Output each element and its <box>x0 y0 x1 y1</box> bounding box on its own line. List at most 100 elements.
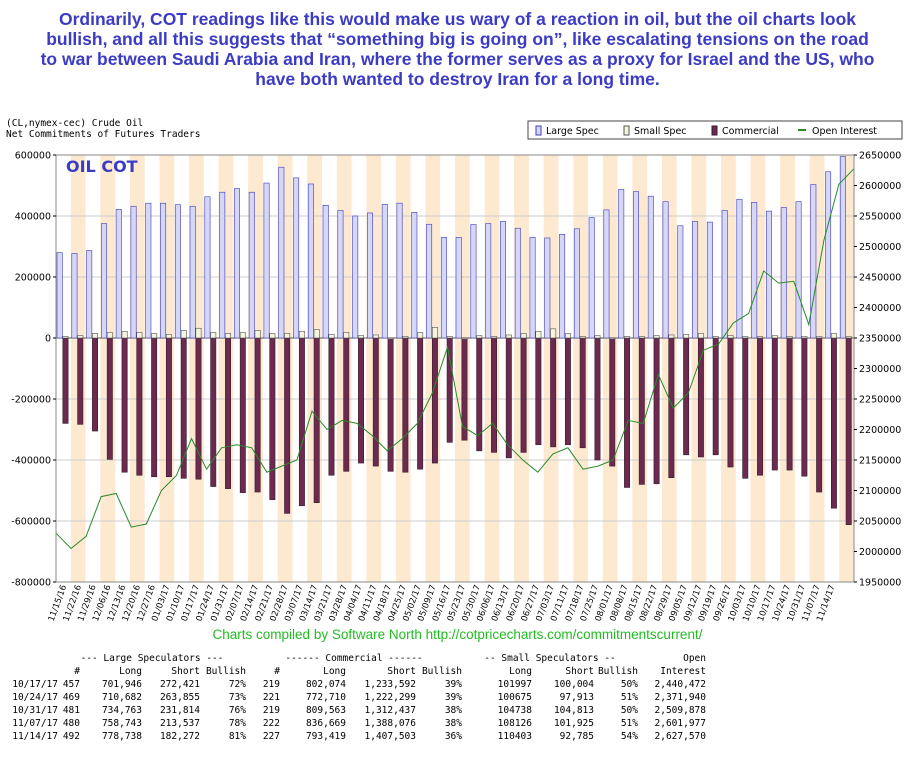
bar-small-spec <box>461 337 468 340</box>
table-group-header: Open <box>683 653 706 664</box>
right-tick-label: 2550000 <box>859 212 901 223</box>
bar-large-spec <box>426 223 433 339</box>
bar-small-spec <box>328 334 335 339</box>
bar-commercial <box>816 337 823 493</box>
bar-large-spec <box>278 166 285 339</box>
bar-commercial <box>402 337 409 473</box>
bar-small-spec <box>683 334 690 339</box>
bar-commercial <box>136 337 143 476</box>
bar-small-spec <box>225 333 231 339</box>
bar-small-spec <box>151 333 158 339</box>
bar-large-spec <box>706 221 713 339</box>
bar-small-spec <box>165 334 172 339</box>
bar-large-spec <box>71 253 78 339</box>
bar-small-spec <box>491 336 497 339</box>
bar-small-spec <box>343 332 350 339</box>
table-cell: 836,669 <box>305 718 346 729</box>
bar-commercial <box>801 337 808 477</box>
bar-small-spec <box>816 336 823 339</box>
table-cell: 457 <box>62 679 80 690</box>
legend: Large Spec Small Spec Commercial Open In… <box>527 120 903 140</box>
bar-commercial <box>535 337 542 446</box>
legend-label-large-spec: Large Spec <box>546 126 599 137</box>
bar-large-spec <box>204 196 211 339</box>
table-cell: 809,563 <box>305 705 346 716</box>
bar-commercial <box>121 337 128 473</box>
bar-large-spec <box>160 202 167 339</box>
bar-small-spec <box>624 336 630 339</box>
source-credit: Charts compiled by Software North http:/… <box>212 627 703 642</box>
bar-large-spec <box>603 209 610 339</box>
table-row: 10/31/17 481 734,763 231,814 76% 219 809,563 1,… <box>6 704 706 717</box>
bar-commercial <box>624 337 630 488</box>
table-cell: 50% <box>620 679 638 690</box>
table-column-header: Long <box>119 666 142 677</box>
table-column-header: Bullish <box>421 666 462 677</box>
right-tick-label: 1950000 <box>859 578 901 589</box>
table-cell: 101997 <box>497 679 532 690</box>
bar-small-spec <box>609 337 616 340</box>
left-tick-label: 0 <box>45 334 51 345</box>
bar-small-spec <box>845 336 852 339</box>
bar-large-spec <box>352 215 359 339</box>
bar-large-spec <box>174 204 181 339</box>
table-cell: 110403 <box>497 731 532 742</box>
bar-large-spec <box>86 250 93 339</box>
bar-commercial <box>757 337 763 476</box>
bar-small-spec <box>712 336 719 339</box>
table-group-header: ------ Commercial ------ <box>285 653 423 664</box>
table-group-header: -- Small Speculators -- <box>484 653 616 664</box>
open-interest-series <box>55 168 855 550</box>
bar-commercial <box>431 337 438 464</box>
bar-small-spec <box>786 336 793 339</box>
bar-large-spec <box>839 156 846 339</box>
bar-commercial <box>77 337 84 425</box>
bar-large-spec <box>529 237 536 339</box>
table-cell: 51% <box>620 718 638 729</box>
bar-commercial <box>284 337 291 514</box>
bar-commercial <box>269 337 276 500</box>
bar-small-spec <box>801 336 808 339</box>
bar-large-spec <box>766 210 772 339</box>
bar-small-spec <box>313 329 320 339</box>
bar-large-spec <box>485 223 492 339</box>
table-cell: 793,419 <box>305 731 346 742</box>
bar-small-spec <box>697 333 704 339</box>
bar-commercial <box>505 337 512 459</box>
bar-commercial <box>830 337 837 509</box>
bar-large-spec <box>293 177 300 339</box>
bar-commercial <box>313 337 320 503</box>
right-tick-label: 2250000 <box>859 395 901 406</box>
table-column-header: # <box>74 666 80 677</box>
bar-large-spec <box>234 188 240 339</box>
table-cell: 78% <box>228 718 246 729</box>
bar-commercial <box>653 337 660 485</box>
table-cell: 50% <box>620 705 638 716</box>
bar-large-spec <box>559 234 566 339</box>
open-interest-line <box>55 168 855 550</box>
table-column-header: Interest <box>660 666 706 677</box>
right-tick-label: 2600000 <box>859 181 901 192</box>
bar-small-spec <box>298 330 305 339</box>
table-cell: 221 <box>262 692 280 703</box>
bar-commercial <box>372 337 379 467</box>
bar-commercial <box>92 337 98 432</box>
table-cell: 231,814 <box>159 705 200 716</box>
bar-small-spec <box>550 328 557 339</box>
bar-small-spec <box>520 333 527 339</box>
table-cell: 97,913 <box>559 692 594 703</box>
right-axis-ticks: 2650000 2600000 2550000 2500000 2450000 24000… <box>854 151 901 589</box>
bar-small-spec <box>727 335 734 339</box>
bar-large-spec <box>677 225 684 339</box>
bar-large-spec <box>573 228 580 339</box>
bar-commercial <box>151 337 158 478</box>
table-group-header: --- Large Speculators --- <box>80 653 224 664</box>
table-column-header: Short <box>387 666 416 677</box>
bar-small-spec <box>830 333 837 339</box>
bar-small-spec <box>239 332 246 339</box>
bar-large-spec <box>662 201 669 339</box>
bar-small-spec <box>180 330 187 339</box>
table-cell: 492 <box>62 731 80 742</box>
legend-swatch-small-spec <box>623 125 630 136</box>
table-cell: 481 <box>62 705 80 716</box>
